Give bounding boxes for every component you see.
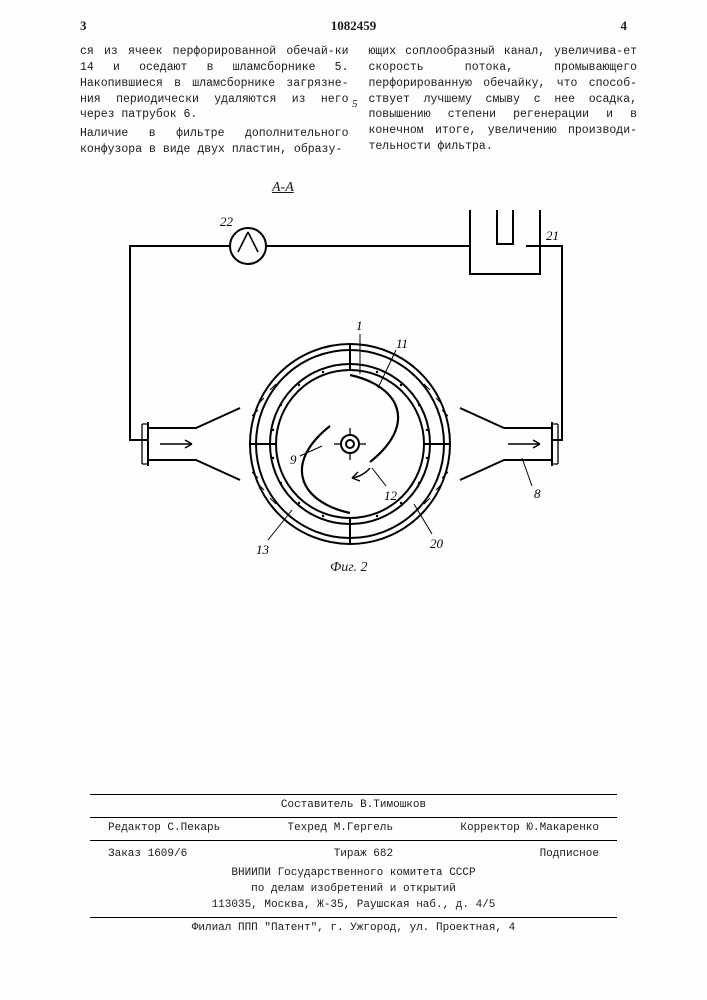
page-num-right: 4: [621, 18, 628, 34]
colophon-block: Заказ 1609/6 Тираж 682 Подписное ВНИИПИ …: [90, 841, 617, 918]
label-12: 12: [384, 488, 398, 503]
colophon-row1: Составитель В.Тимошков: [90, 795, 617, 818]
right-para-1: ющих соплообразный канал, увеличива-ет с…: [369, 44, 638, 155]
podpisnoe: Подписное: [540, 847, 599, 863]
vniip-addr: 113035, Москва, Ж-35, Раушская наб., д. …: [90, 898, 617, 914]
label-13: 13: [256, 542, 270, 557]
label-22: 22: [220, 214, 234, 229]
header: 3 1082459 4: [0, 0, 707, 34]
figure-svg: 1 11 9 12 13 20 8 21 22: [0, 174, 707, 594]
section-label: А-А: [272, 180, 294, 196]
label-11: 11: [396, 336, 408, 351]
corrector: Корректор Ю.Макаренко: [460, 821, 599, 837]
figure-2: А-А: [0, 174, 707, 594]
compiler: Составитель В.Тимошков: [281, 799, 426, 811]
doc-number: 1082459: [331, 18, 377, 34]
colophon-row2: Редактор С.Пекарь Техред М.Гергель Корре…: [90, 818, 617, 841]
figure-caption: Фиг. 2: [330, 560, 368, 576]
line-marker-5: 5: [352, 98, 358, 110]
label-9: 9: [290, 452, 297, 467]
left-para-1: ся из ячеек перфорированной обечай-ки 14…: [80, 44, 349, 123]
order-no: Заказ 1609/6: [108, 847, 187, 863]
filial: Филиал ППП "Патент", г. Ужгород, ул. Про…: [90, 918, 617, 940]
left-para-2: Наличие в фильтре дополнительного конфуз…: [80, 126, 349, 158]
page-num-left: 3: [80, 18, 87, 34]
label-21: 21: [546, 228, 559, 243]
page-root: 3 1082459 4 ся из ячеек перфорированной …: [0, 0, 707, 1000]
label-1: 1: [356, 318, 363, 333]
editor: Редактор С.Пекарь: [108, 821, 220, 837]
colophon: Составитель В.Тимошков Редактор С.Пекарь…: [90, 794, 617, 940]
label-20: 20: [430, 536, 444, 551]
tirazh: Тираж 682: [334, 847, 393, 863]
vniip-line2: по делам изобретений и открытий: [90, 882, 617, 898]
label-8: 8: [534, 486, 541, 501]
right-column: ющих соплообразный канал, увеличива-ет с…: [369, 44, 638, 161]
techred: Техред М.Гергель: [287, 821, 393, 837]
left-column: ся из ячеек перфорированной обечай-ки 14…: [80, 44, 349, 161]
vniip-line1: ВНИИПИ Государственного комитета СССР: [90, 866, 617, 882]
